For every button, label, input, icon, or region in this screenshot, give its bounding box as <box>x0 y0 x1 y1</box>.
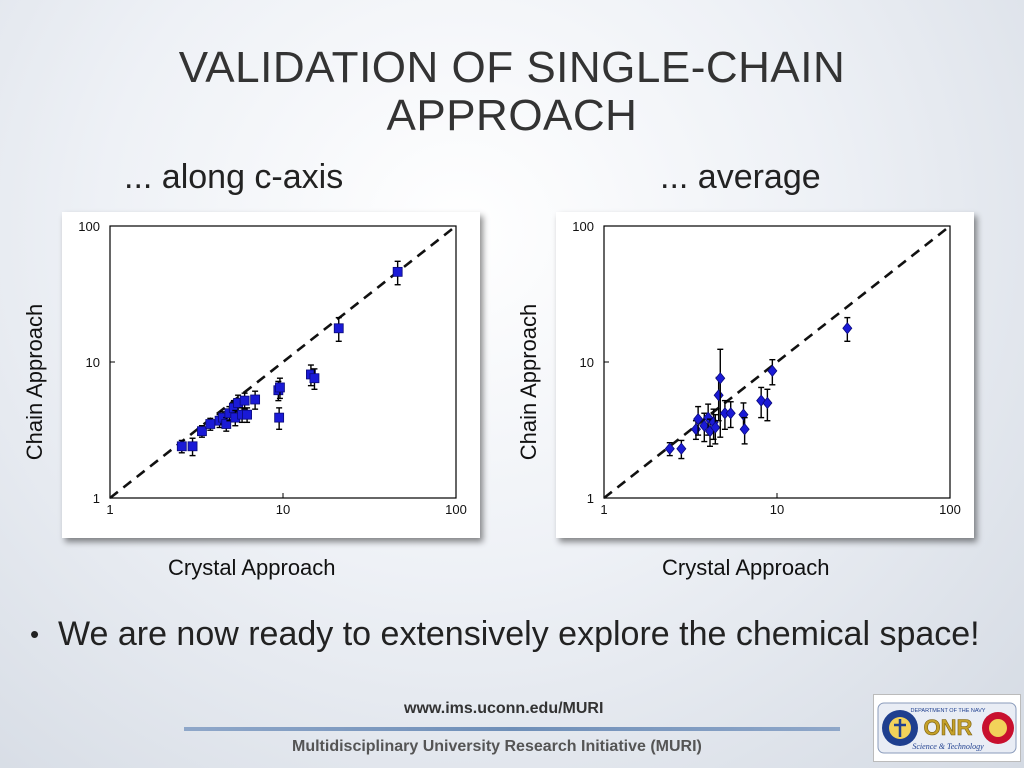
diamond-marker <box>762 396 773 410</box>
footer-divider <box>184 727 840 731</box>
bullet-point: • We are now ready to extensively explor… <box>30 612 980 656</box>
diamond-marker <box>690 423 701 436</box>
logo-text: ONR <box>924 715 973 740</box>
data-point <box>242 407 252 424</box>
data-point <box>309 368 320 390</box>
footer-url: www.ims.uconn.edu/MURI <box>404 700 604 717</box>
diamond-marker <box>676 442 687 455</box>
x-axis-label-average: Crystal Approach <box>662 555 830 580</box>
data-point <box>762 388 773 422</box>
y-axis-label-average: Chain Approach <box>516 303 541 461</box>
subtitle-c-axis: ... along c-axis <box>124 158 344 196</box>
logo-bottom-text: Science & Technology <box>912 742 984 751</box>
square-marker <box>187 441 198 452</box>
x-tick-label: 1 <box>600 502 607 517</box>
data-point <box>767 358 778 386</box>
square-marker <box>274 412 285 423</box>
onr-logo-graphic: ONR DEPARTMENT OF THE NAVY Science & Tec… <box>877 702 1017 754</box>
data-point <box>739 416 750 445</box>
square-marker <box>197 426 207 437</box>
y-tick-label: 10 <box>580 355 594 370</box>
reference-line-y-equals-x <box>109 224 457 500</box>
data-point <box>205 417 216 431</box>
y-tick-label: 100 <box>78 219 100 234</box>
y-tick-label: 1 <box>93 491 100 506</box>
square-marker <box>392 266 403 277</box>
chart-panel-average: 1 10 100 1 10 100 <box>556 212 974 538</box>
x-tick-label: 100 <box>445 502 467 517</box>
y-tick-label: 10 <box>86 355 100 370</box>
data-point <box>715 348 726 438</box>
diamond-marker <box>738 408 749 421</box>
x-tick-label: 10 <box>770 502 784 517</box>
square-marker <box>176 441 187 452</box>
square-marker <box>333 323 344 334</box>
diamond-marker <box>699 419 710 432</box>
bullet-icon: • <box>30 619 40 649</box>
square-marker <box>242 409 252 420</box>
y-axis-label-c-axis: Chain Approach <box>22 303 47 461</box>
logo-ring-text: DEPARTMENT OF THE NAVY <box>911 708 986 714</box>
data-point <box>333 316 344 342</box>
slide-title: VALIDATION OF SINGLE-CHAIN APPROACH <box>178 43 846 140</box>
square-marker <box>205 419 216 429</box>
diamond-marker <box>710 421 721 434</box>
diamond-marker <box>664 442 675 455</box>
diamond-marker <box>767 364 778 378</box>
onr-logo: ONR DEPARTMENT OF THE NAVY Science & Tec… <box>873 694 1021 762</box>
bullet-text: We are now ready to extensively explore … <box>58 615 980 653</box>
diamond-marker <box>842 322 853 335</box>
diamond-marker <box>725 407 736 420</box>
diamond-marker <box>739 423 750 436</box>
chart-panel-c-axis: 1 10 100 1 10 100 <box>62 212 480 538</box>
square-marker <box>239 395 250 406</box>
x-tick-label: 1 <box>106 502 113 517</box>
diamond-marker <box>693 413 704 426</box>
data-point <box>250 390 261 410</box>
square-marker <box>275 382 285 393</box>
diamond-marker <box>715 372 726 385</box>
chart-average: 1 10 100 1 10 100 <box>572 219 961 517</box>
data-point <box>725 401 736 429</box>
x-tick-label: 10 <box>276 502 290 517</box>
data-point <box>392 260 403 286</box>
data-point <box>197 425 207 438</box>
diamond-marker <box>713 389 724 402</box>
data-point <box>842 316 853 342</box>
square-marker <box>309 373 320 384</box>
square-marker <box>221 419 232 429</box>
x-tick-label: 100 <box>939 502 961 517</box>
subtitle-average: ... average <box>660 158 821 196</box>
data-point <box>274 407 285 430</box>
data-point <box>275 377 285 400</box>
data-point <box>710 413 721 445</box>
data-point <box>676 439 687 460</box>
data-point <box>187 437 198 457</box>
y-tick-label: 100 <box>572 219 594 234</box>
y-tick-label: 1 <box>587 491 594 506</box>
square-marker <box>250 394 261 405</box>
data-point <box>176 439 187 454</box>
data-point <box>719 399 730 430</box>
x-axis-label-c-axis: Crystal Approach <box>168 555 336 580</box>
chart-c-axis: 1 10 100 1 10 100 <box>78 219 467 517</box>
reference-line-y-equals-x <box>603 224 951 500</box>
data-point <box>664 442 675 457</box>
footer-text: Multidisciplinary University Research In… <box>292 738 702 755</box>
data-point <box>693 405 704 436</box>
